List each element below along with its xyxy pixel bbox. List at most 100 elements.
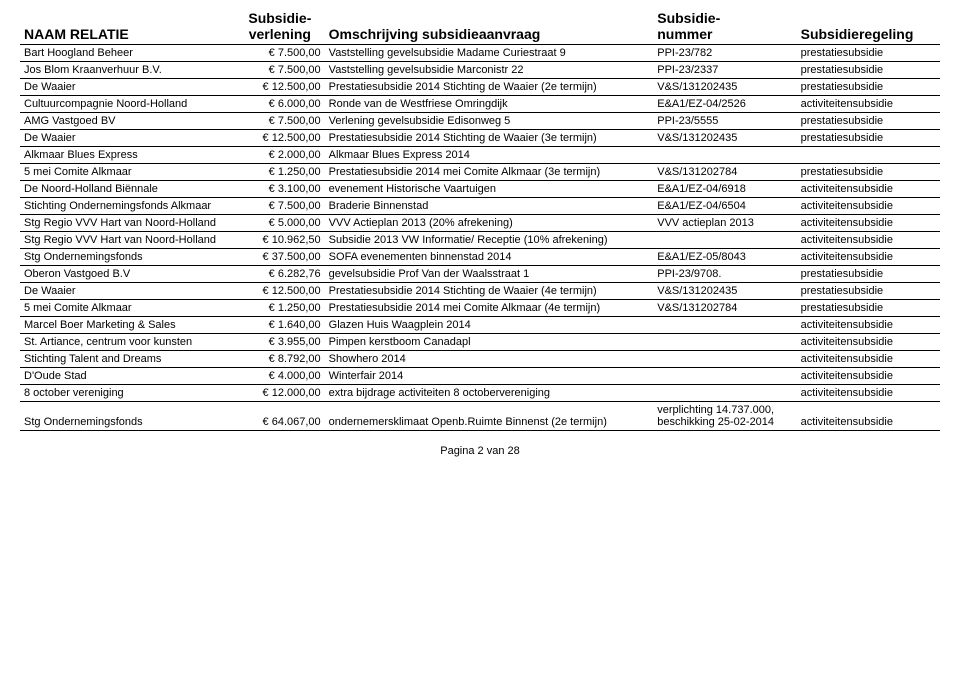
table-row: Stg Regio VVV Hart van Noord-Holland€ 10… — [20, 232, 940, 249]
cell-amount: € 7.500,00 — [235, 113, 325, 130]
cell-amount: € 37.500,00 — [235, 249, 325, 266]
cell-number: V&S/131202435 — [653, 79, 796, 96]
cell-desc: Prestatiesubsidie 2014 Stichting de Waai… — [325, 130, 654, 147]
col-header-number: Subsidie- nummer — [653, 8, 796, 45]
cell-desc: Pimpen kerstboom Canadapl — [325, 334, 654, 351]
cell-name: Jos Blom Kraanverhuur B.V. — [20, 62, 235, 79]
cell-number: V&S/131202784 — [653, 300, 796, 317]
cell-desc: Vaststelling gevelsubsidie Madame Curies… — [325, 45, 654, 62]
cell-scheme: prestatiesubsidie — [797, 113, 940, 130]
cell-scheme: prestatiesubsidie — [797, 79, 940, 96]
cell-name: D'Oude Stad — [20, 368, 235, 385]
col-header-amount: Subsidie- verlening — [235, 8, 325, 45]
cell-number: PPI-23/2337 — [653, 62, 796, 79]
cell-desc: Braderie Binnenstad — [325, 198, 654, 215]
cell-number: E&A1/EZ-04/2526 — [653, 96, 796, 113]
cell-scheme — [797, 147, 940, 164]
table-row: Jos Blom Kraanverhuur B.V.€ 7.500,00Vast… — [20, 62, 940, 79]
col-header-amount-l2: verlening — [249, 26, 311, 42]
cell-number: V&S/131202784 — [653, 164, 796, 181]
cell-name: Cultuurcompagnie Noord-Holland — [20, 96, 235, 113]
cell-amount: € 64.067,00 — [235, 402, 325, 431]
cell-amount: € 12.500,00 — [235, 79, 325, 96]
cell-name: De Noord-Holland Biënnale — [20, 181, 235, 198]
table-row: Stg Regio VVV Hart van Noord-Holland€ 5.… — [20, 215, 940, 232]
cell-scheme: activiteitensubsidie — [797, 368, 940, 385]
table-row: Oberon Vastgoed B.V€ 6.282,76gevelsubsid… — [20, 266, 940, 283]
cell-desc: evenement Historische Vaartuigen — [325, 181, 654, 198]
cell-scheme: activiteitensubsidie — [797, 317, 940, 334]
page-footer: Pagina 2 van 28 — [20, 431, 940, 457]
document-page: NAAM RELATIE Subsidie- verlening Omschri… — [0, 0, 960, 477]
table-row: 5 mei Comite Alkmaar€ 1.250,00Prestaties… — [20, 300, 940, 317]
cell-name: De Waaier — [20, 130, 235, 147]
cell-scheme: prestatiesubsidie — [797, 300, 940, 317]
cell-name: Stg Regio VVV Hart van Noord-Holland — [20, 215, 235, 232]
cell-amount: € 6.282,76 — [235, 266, 325, 283]
cell-amount: € 12.500,00 — [235, 130, 325, 147]
cell-name: 5 mei Comite Alkmaar — [20, 164, 235, 181]
col-header-number-l1: Subsidie- — [657, 10, 720, 26]
cell-desc: Vaststelling gevelsubsidie Marconistr 22 — [325, 62, 654, 79]
cell-scheme: activiteitensubsidie — [797, 232, 940, 249]
cell-number — [653, 351, 796, 368]
table-row: St. Artiance, centrum voor kunsten€ 3.95… — [20, 334, 940, 351]
cell-number: PPI-23/5555 — [653, 113, 796, 130]
cell-name: Stg Ondernemingsfonds — [20, 402, 235, 431]
cell-amount: € 2.000,00 — [235, 147, 325, 164]
cell-number — [653, 317, 796, 334]
cell-amount: € 12.000,00 — [235, 385, 325, 402]
cell-amount: € 3.100,00 — [235, 181, 325, 198]
cell-desc: Subsidie 2013 VW Informatie/ Receptie (1… — [325, 232, 654, 249]
cell-desc: Prestatiesubsidie 2014 mei Comite Alkmaa… — [325, 300, 654, 317]
cell-number — [653, 232, 796, 249]
cell-name: Stichting Ondernemingsfonds Alkmaar — [20, 198, 235, 215]
cell-scheme: prestatiesubsidie — [797, 130, 940, 147]
table-body: Bart Hoogland Beheer€ 7.500,00Vaststelli… — [20, 45, 940, 431]
table-row: Bart Hoogland Beheer€ 7.500,00Vaststelli… — [20, 45, 940, 62]
table-row: Stichting Talent and Dreams€ 8.792,00Sho… — [20, 351, 940, 368]
table-row: De Waaier€ 12.500,00Prestatiesubsidie 20… — [20, 283, 940, 300]
cell-amount: € 7.500,00 — [235, 198, 325, 215]
table-header: NAAM RELATIE Subsidie- verlening Omschri… — [20, 8, 940, 45]
table-row: 8 october vereniging€ 12.000,00extra bij… — [20, 385, 940, 402]
cell-scheme: activiteitensubsidie — [797, 385, 940, 402]
cell-amount: € 3.955,00 — [235, 334, 325, 351]
cell-desc: Prestatiesubsidie 2014 Stichting de Waai… — [325, 283, 654, 300]
cell-amount: € 12.500,00 — [235, 283, 325, 300]
cell-number: VVV actieplan 2013 — [653, 215, 796, 232]
cell-amount: € 7.500,00 — [235, 62, 325, 79]
cell-amount: € 7.500,00 — [235, 45, 325, 62]
cell-name: St. Artiance, centrum voor kunsten — [20, 334, 235, 351]
cell-amount: € 1.250,00 — [235, 300, 325, 317]
cell-desc: Alkmaar Blues Express 2014 — [325, 147, 654, 164]
cell-desc: ondernemersklimaat Openb.Ruimte Binnenst… — [325, 402, 654, 431]
table-row: Stg Ondernemingsfonds€ 37.500,00SOFA eve… — [20, 249, 940, 266]
cell-scheme: activiteitensubsidie — [797, 96, 940, 113]
cell-scheme: activiteitensubsidie — [797, 215, 940, 232]
cell-number: E&A1/EZ-04/6918 — [653, 181, 796, 198]
cell-name: Bart Hoogland Beheer — [20, 45, 235, 62]
cell-number: E&A1/EZ-04/6504 — [653, 198, 796, 215]
cell-desc: Prestatiesubsidie 2014 mei Comite Alkmaa… — [325, 164, 654, 181]
cell-amount: € 1.640,00 — [235, 317, 325, 334]
cell-number — [653, 147, 796, 164]
cell-name: Alkmaar Blues Express — [20, 147, 235, 164]
cell-name: 8 october vereniging — [20, 385, 235, 402]
cell-desc: Prestatiesubsidie 2014 Stichting de Waai… — [325, 79, 654, 96]
table-row: Stg Ondernemingsfonds€ 64.067,00ondernem… — [20, 402, 940, 431]
cell-desc: extra bijdrage activiteiten 8 octoberver… — [325, 385, 654, 402]
cell-scheme: activiteitensubsidie — [797, 402, 940, 431]
cell-name: Stichting Talent and Dreams — [20, 351, 235, 368]
table-row: Alkmaar Blues Express€ 2.000,00Alkmaar B… — [20, 147, 940, 164]
cell-scheme: prestatiesubsidie — [797, 283, 940, 300]
col-header-desc: Omschrijving subsidieaanvraag — [325, 8, 654, 45]
cell-number: verplichting 14.737.000, beschikking 25-… — [653, 402, 796, 431]
table-row: D'Oude Stad€ 4.000,00Winterfair 2014acti… — [20, 368, 940, 385]
cell-name: Oberon Vastgoed B.V — [20, 266, 235, 283]
cell-number — [653, 368, 796, 385]
table-row: De Waaier€ 12.500,00Prestatiesubsidie 20… — [20, 79, 940, 96]
cell-amount: € 8.792,00 — [235, 351, 325, 368]
table-row: 5 mei Comite Alkmaar€ 1.250,00Prestaties… — [20, 164, 940, 181]
cell-name: Stg Ondernemingsfonds — [20, 249, 235, 266]
